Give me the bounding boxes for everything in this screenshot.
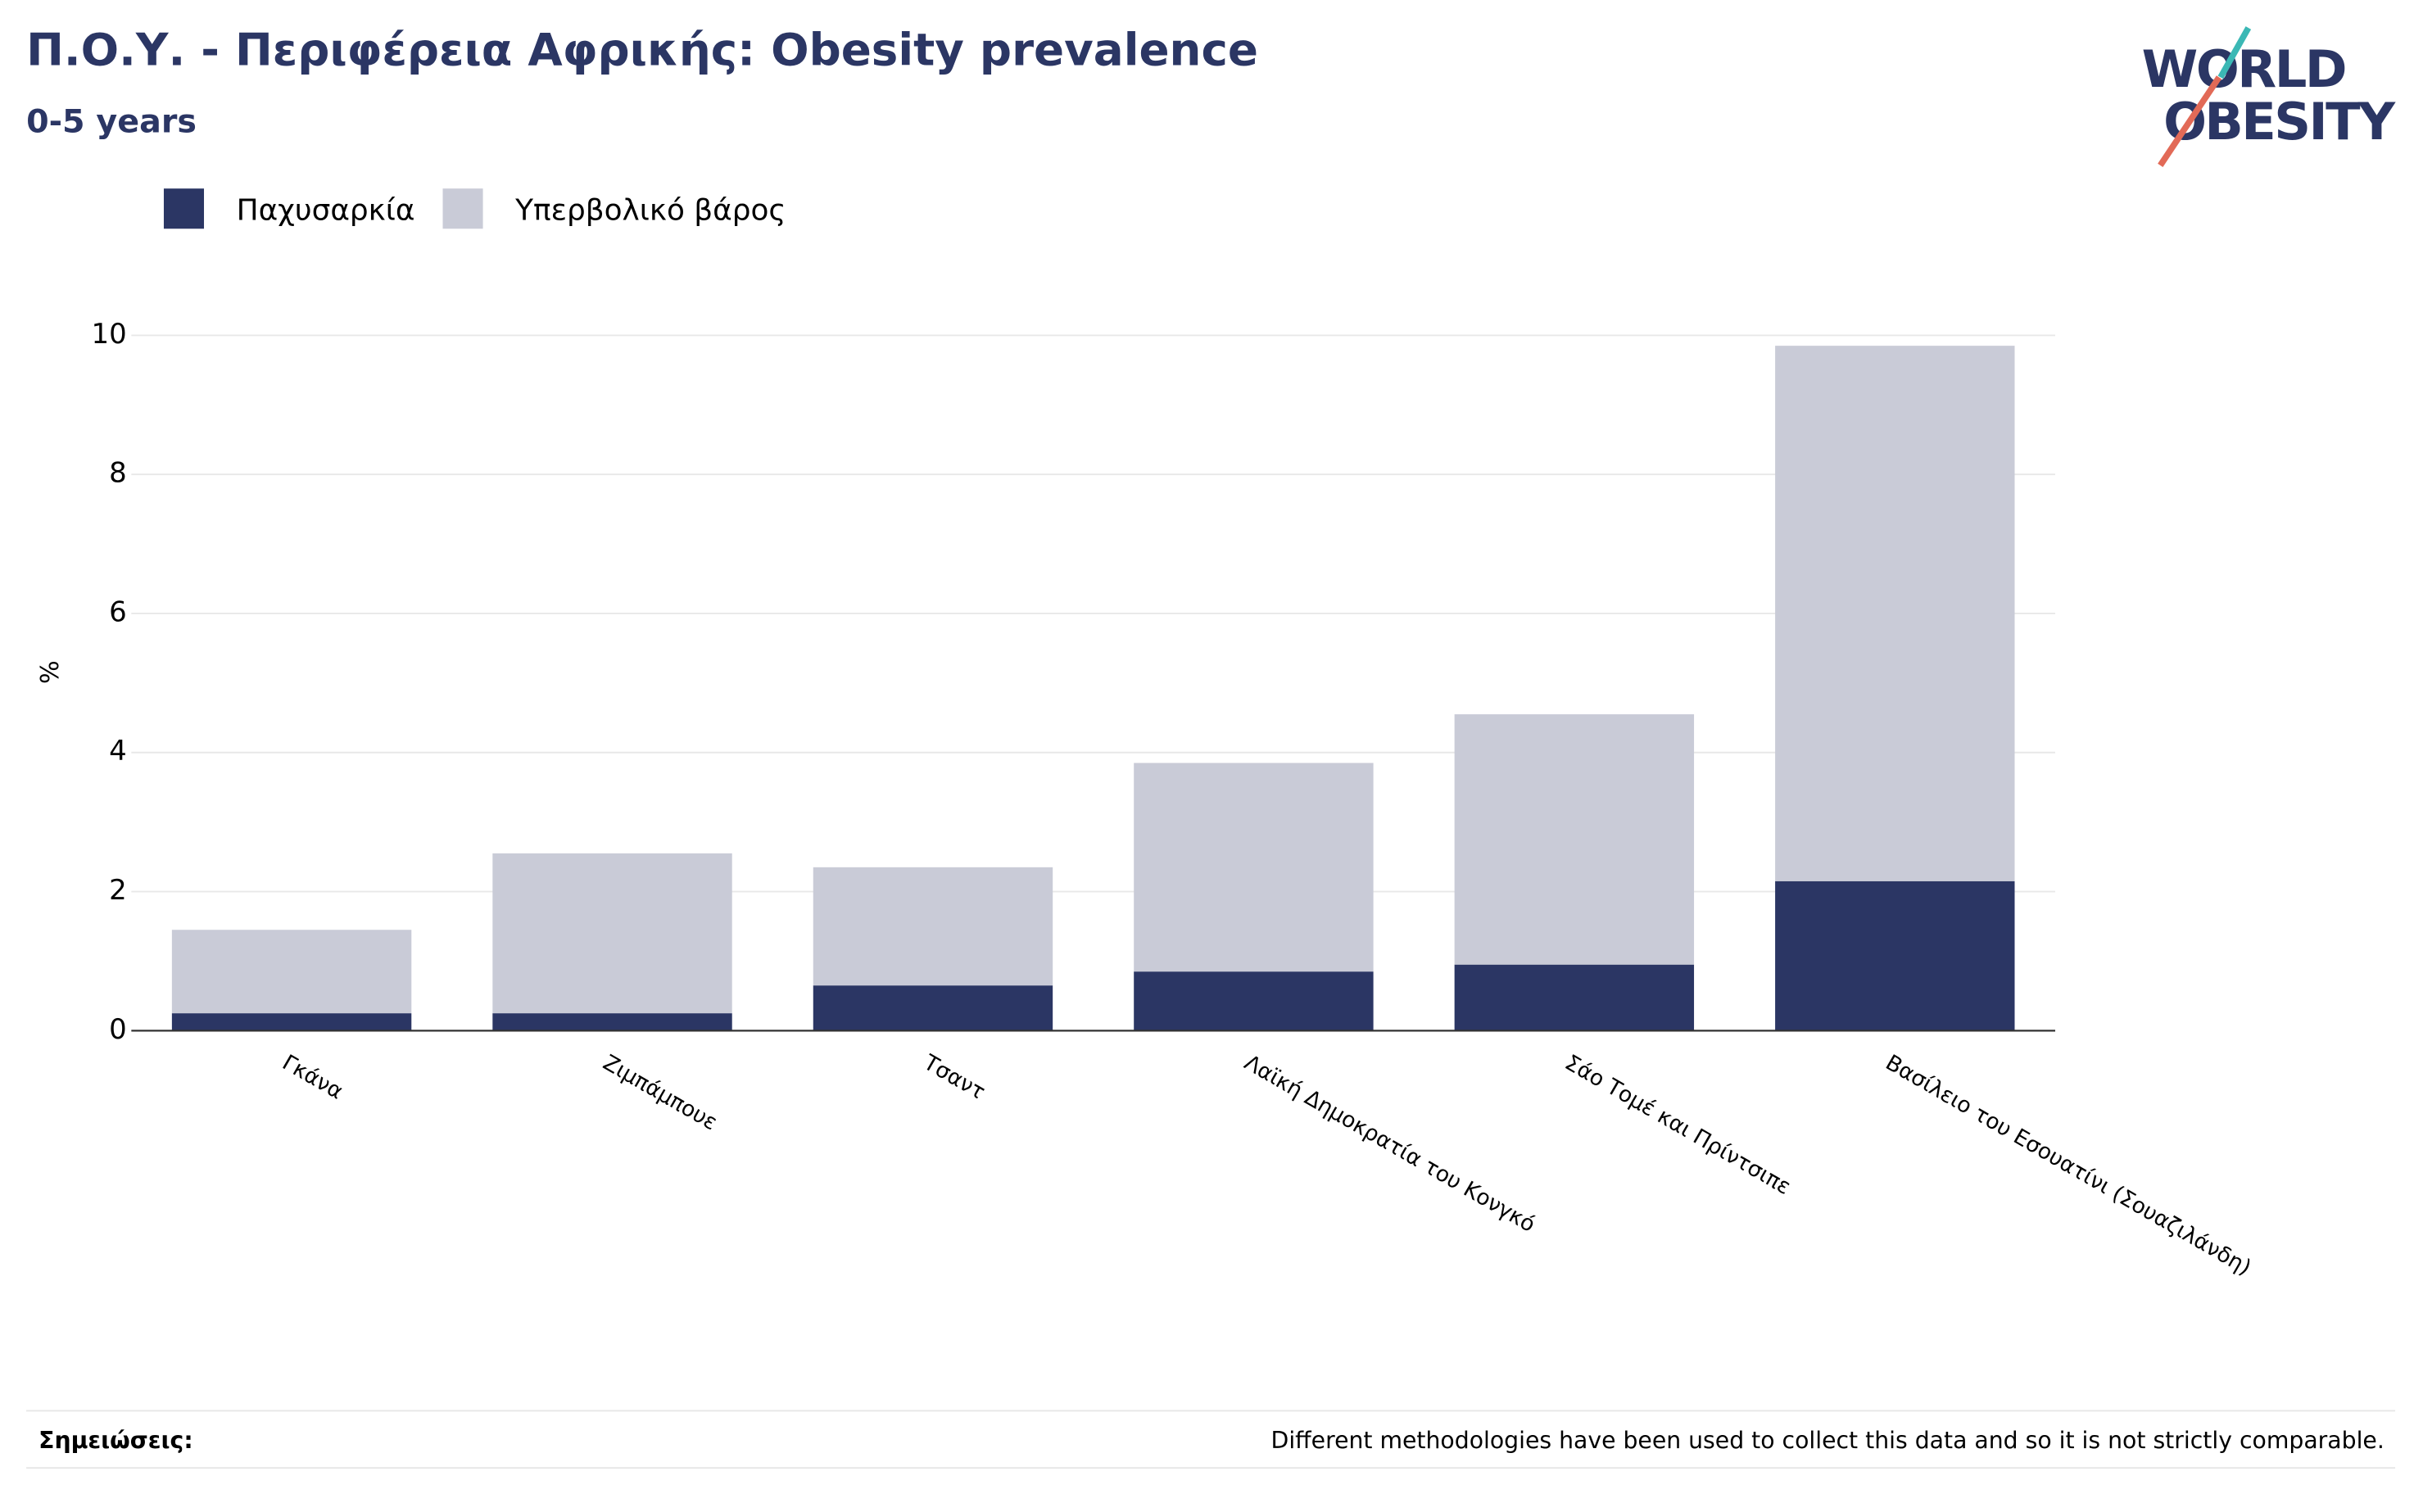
bar-segment [171, 1013, 412, 1031]
chart-subtitle: 0-5 years [26, 102, 197, 140]
bar-segment [1134, 971, 1374, 1031]
y-tick-label: 10 [92, 318, 127, 351]
logo: WORLD OBESITY [2142, 26, 2396, 167]
y-tick-label: 4 [109, 735, 127, 767]
x-tick-label: Λαϊκή Δημοκρατία του Κονγκό [1240, 1050, 1540, 1238]
bar-segment [1454, 714, 1695, 965]
legend-label: Υπερβολικό βάρος [514, 193, 786, 227]
y-tick-label: 2 [109, 874, 127, 907]
logo-text: WORLD [2142, 39, 2348, 99]
y-tick-label: 6 [109, 595, 127, 628]
bar-segment [1775, 880, 2015, 1031]
bar-segment [1775, 346, 2015, 881]
notes-text: Different methodologies have been used t… [1271, 1427, 2385, 1454]
y-axis-label: % [36, 660, 65, 684]
legend-swatch [442, 188, 483, 229]
legend-label: Παχυσαρκία [237, 193, 415, 227]
bar-segment [813, 867, 1053, 986]
logo-slash [2158, 75, 2222, 167]
bar-segment [1134, 763, 1374, 972]
notes-label: Σημειώσεις: [38, 1427, 192, 1454]
logo-text: OBESITY [2163, 92, 2396, 152]
x-tick-label: Σάο Τομέ και Πρίντσιπε [1560, 1050, 1795, 1200]
logo-slash [2217, 26, 2252, 79]
x-tick-label: Ζιμπάμπουε [599, 1050, 722, 1136]
bar-segment [813, 985, 1053, 1031]
y-tick-label: 0 [109, 1013, 127, 1046]
bar-segment [171, 930, 412, 1014]
bar-segment [1454, 964, 1695, 1031]
x-tick-label: Βασίλειο του Εσουατίνι (Σουαζιλάνδη) [1882, 1050, 2256, 1281]
bar-segment [492, 853, 732, 1014]
x-tick-label: Γκάνα [278, 1050, 347, 1105]
legend-swatch [163, 188, 205, 229]
y-tick-label: 8 [109, 457, 127, 490]
bar-segment [492, 1013, 732, 1031]
chart-title: Π.Ο.Υ. - Περιφέρεια Αφρικής: Obesity pre… [26, 23, 1258, 75]
x-tick-label: Τσαντ [918, 1049, 989, 1105]
